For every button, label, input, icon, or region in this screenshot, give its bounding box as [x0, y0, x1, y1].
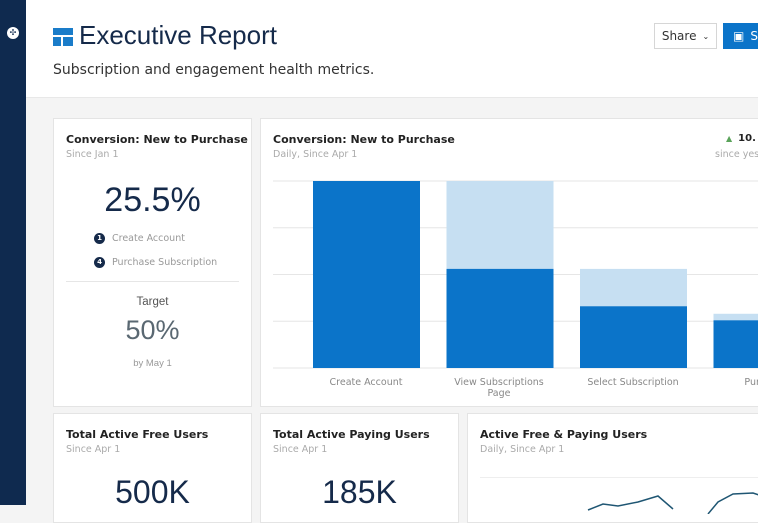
- card-subtitle: Daily, Since Apr 1: [480, 444, 564, 455]
- card-subtitle: Since Jan 1: [66, 149, 119, 160]
- step-label: Create Account: [112, 233, 185, 244]
- bar-current[interactable]: [714, 320, 758, 368]
- paying-users-line: [588, 496, 673, 510]
- save-button[interactable]: ▣S: [723, 23, 758, 49]
- share-label: Share: [662, 29, 697, 43]
- card-title: Total Active Free Users: [66, 428, 208, 441]
- card-title: Active Free & Paying Users: [480, 428, 647, 441]
- paying-users-value: 185K: [261, 474, 458, 511]
- funnel-card: Conversion: New to Purchase Daily, Since…: [260, 118, 758, 407]
- conversion-card: Conversion: New to Purchase Since Jan 1 …: [53, 118, 252, 407]
- app-logo-icon[interactable]: ✣: [7, 27, 19, 39]
- step-number: 1: [94, 233, 105, 244]
- target-date: by May 1: [54, 358, 251, 369]
- card-title: Conversion: New to Purchase: [66, 133, 248, 146]
- bar-current[interactable]: [447, 269, 554, 368]
- x-tick-label: Purchase: [711, 377, 758, 388]
- step-label: Purchase Subscription: [112, 257, 217, 268]
- funnel-step: 4 Purchase Subscription: [94, 257, 217, 268]
- dashboard-icon: [53, 28, 73, 46]
- x-tick-label: View Subscriptions Page: [444, 377, 554, 399]
- card-title: Total Active Paying Users: [273, 428, 430, 441]
- free-users-line: [708, 493, 758, 514]
- page-title: Executive Report: [79, 20, 277, 51]
- target-value: 50%: [54, 315, 251, 346]
- page-subtitle: Subscription and engagement health metri…: [53, 62, 374, 78]
- card-subtitle: Since Apr 1: [273, 444, 327, 455]
- header: Executive Report Subscription and engage…: [26, 0, 758, 98]
- funnel-bar-chart: [261, 119, 758, 408]
- card-subtitle: Since Apr 1: [66, 444, 120, 455]
- step-number: 4: [94, 257, 105, 268]
- divider: [480, 477, 758, 478]
- conversion-value: 25.5%: [54, 181, 251, 220]
- x-tick-label: Create Account: [311, 377, 421, 388]
- free-users-card: Total Active Free Users Since Apr 1 500K: [53, 413, 252, 523]
- bar-current[interactable]: [313, 181, 420, 368]
- target-label: Target: [54, 296, 251, 308]
- funnel-step: 1 Create Account: [94, 233, 185, 244]
- share-button[interactable]: Share ⌄: [654, 23, 717, 49]
- bar-current[interactable]: [580, 306, 687, 368]
- x-tick-label: Select Subscription: [578, 377, 688, 388]
- free-users-value: 500K: [54, 474, 251, 511]
- sidebar: ✣: [0, 0, 26, 505]
- line-chart-card: Active Free & Paying Users Daily, Since …: [467, 413, 758, 523]
- paying-users-card: Total Active Paying Users Since Apr 1 18…: [260, 413, 459, 523]
- save-label: S: [750, 29, 758, 43]
- users-line-chart: [468, 484, 758, 514]
- save-icon: ▣: [733, 29, 744, 43]
- divider: [66, 281, 239, 282]
- chevron-down-icon: ⌄: [702, 32, 709, 41]
